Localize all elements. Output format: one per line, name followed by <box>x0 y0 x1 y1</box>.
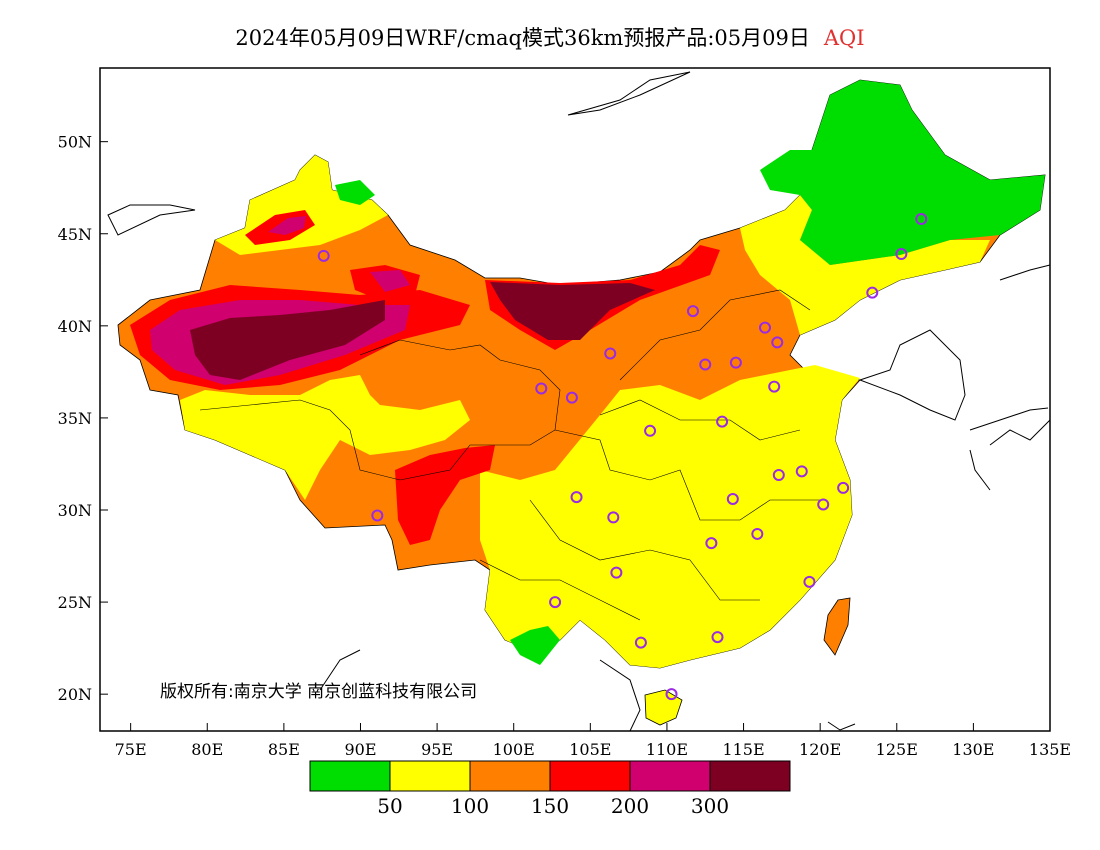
lat-tick-label: 35N <box>58 409 92 428</box>
lon-tick-label: 135E <box>1029 740 1071 759</box>
lat-tick-label: 50N <box>58 133 92 152</box>
legend-label: 200 <box>611 794 649 818</box>
station-marker <box>371 509 384 522</box>
station-marker <box>716 415 729 428</box>
aqi-region-red-tibet <box>395 445 495 545</box>
station-marker <box>711 631 724 644</box>
province-boundaries <box>199 289 820 621</box>
aqi-region-green-xinjiang <box>335 180 375 205</box>
station-marker <box>610 566 623 579</box>
station-marker <box>535 382 548 395</box>
lat-tick-label: 25N <box>58 593 92 612</box>
station-marker <box>803 575 816 588</box>
station-marker <box>565 391 578 404</box>
lat-tick-label: 45N <box>58 225 92 244</box>
station-marker <box>549 596 562 609</box>
legend-label: 300 <box>691 794 729 818</box>
lon-tick-label: 80E <box>191 740 223 759</box>
lon-tick-label: 75E <box>115 740 147 759</box>
legend-label: 100 <box>451 794 489 818</box>
station-marker <box>604 347 617 360</box>
aqi-region-yellow-south <box>480 365 860 668</box>
color-legend: 50 100 150 200 300 <box>309 760 791 818</box>
aqi-region-yellow-west <box>180 375 470 500</box>
lat-tick-label: 40N <box>58 317 92 336</box>
copyright-text: 版权所有:南京大学 南京创蓝科技有限公司 <box>160 682 477 702</box>
station-marker <box>699 358 712 371</box>
station-marker <box>705 537 718 550</box>
lat-tick-label: 30N <box>58 501 92 520</box>
aqi-region-green-yunnan <box>510 626 560 665</box>
lon-tick-label: 130E <box>952 740 994 759</box>
legend-swatch <box>389 760 471 792</box>
aqi-field <box>117 79 1046 726</box>
station-marker <box>686 305 699 318</box>
map-frame <box>99 67 1051 732</box>
station-marker <box>751 527 764 540</box>
legend-swatch <box>629 760 711 792</box>
station-marker <box>726 492 739 505</box>
neighbor-outlines <box>107 71 1051 732</box>
station-marker <box>866 286 879 299</box>
lat-tick-label: 20N <box>58 685 92 704</box>
legend-label: 150 <box>531 794 569 818</box>
station-marker <box>665 688 678 701</box>
map-axes: 50N 45N 40N 35N 30N 25N 20N 75E 80E 85E 90E 95E 100E… <box>58 133 1071 759</box>
lon-tick-label: 105E <box>569 740 611 759</box>
map-title: 2024年05月09日WRF/cmaq模式36km预报产品:05月09日 AQI <box>0 22 1100 52</box>
aqi-region-purple-junggar <box>268 216 306 235</box>
station-marker <box>895 248 908 261</box>
legend-label: 50 <box>377 794 402 818</box>
lon-tick-label: 100E <box>493 740 535 759</box>
aqi-region-maroon-gobi <box>490 282 655 340</box>
station-marker <box>634 636 647 649</box>
station-marker <box>570 491 583 504</box>
station-marker <box>768 380 781 393</box>
legend-swatch <box>549 760 631 792</box>
lon-tick-label: 115E <box>722 740 764 759</box>
station-marker <box>317 249 330 262</box>
station-markers <box>317 213 928 701</box>
station-marker <box>607 511 620 524</box>
station-marker <box>772 469 785 482</box>
station-marker <box>795 465 808 478</box>
aqi-region-purple-turpan <box>370 270 410 292</box>
station-marker <box>771 336 784 349</box>
title-variable: AQI <box>823 26 865 50</box>
station-marker <box>915 213 928 226</box>
aqi-region-yellow-northeast <box>740 195 990 335</box>
aqi-region-maroon-tarim <box>190 300 385 380</box>
aqi-region-taiwan <box>823 597 851 656</box>
lon-tick-label: 110E <box>646 740 688 759</box>
lon-tick-label: 125E <box>876 740 918 759</box>
legend-swatch <box>309 760 391 792</box>
lon-tick-label: 90E <box>344 740 376 759</box>
station-marker <box>837 481 850 494</box>
aqi-region-green-northeast <box>760 80 1045 265</box>
station-marker <box>729 356 742 369</box>
title-main: 2024年05月09日WRF/cmaq模式36km预报产品:05月09日 <box>235 26 810 50</box>
station-marker <box>759 321 771 334</box>
station-marker <box>817 498 830 511</box>
station-marker <box>644 424 657 437</box>
legend-swatch <box>709 760 791 792</box>
lon-tick-label: 95E <box>421 740 453 759</box>
legend-swatch <box>469 760 551 792</box>
lon-tick-label: 120E <box>799 740 841 759</box>
lon-tick-label: 85E <box>268 740 300 759</box>
